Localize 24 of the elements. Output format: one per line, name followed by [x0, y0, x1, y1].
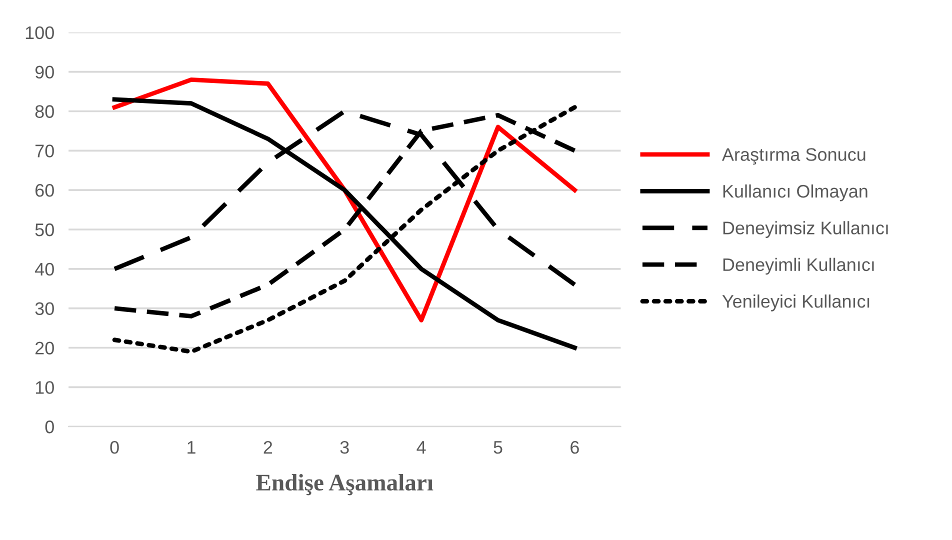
x-tick-label: 0: [110, 440, 119, 454]
y-tick-label: 90: [35, 66, 54, 79]
legend-label: Araştırma Sonucu: [722, 148, 866, 165]
x-tick-label: 2: [264, 440, 272, 454]
y-tick-label: 50: [35, 223, 54, 236]
y-tick-label: 40: [34, 262, 54, 276]
y-tick-label: 0: [45, 420, 54, 434]
y-tick-label: 30: [35, 302, 54, 316]
y-tick-label: 10: [36, 381, 54, 394]
x-tick-label: 1: [188, 441, 196, 454]
x-tick-label: 6: [570, 440, 579, 454]
y-tick-label: 20: [35, 342, 54, 354]
legend-label: Deneyimsiz Kullanıcı: [723, 221, 888, 238]
y-tick-label: 100: [26, 26, 54, 40]
legend-label: Kullanıcı Olmayan: [723, 184, 868, 202]
legend-label: Yenileyici Kullanıcı: [722, 294, 870, 312]
y-tick-label: 60: [35, 184, 54, 197]
legend-label: Deneyimli Kullanıcı: [723, 258, 874, 275]
x-tick-label: 5: [494, 441, 502, 454]
x-axis-title: Endişe Aşamaları: [256, 474, 434, 496]
x-tick-label: 4: [416, 441, 426, 454]
y-tick-label: 80: [35, 105, 54, 118]
y-tick-label: 70: [36, 144, 54, 158]
x-tick-label: 3: [340, 440, 349, 454]
